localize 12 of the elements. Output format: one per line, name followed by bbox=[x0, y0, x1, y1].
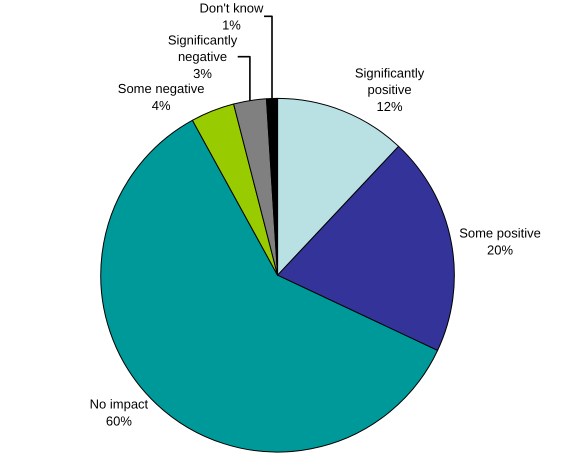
slice-label: Some negative bbox=[118, 81, 204, 96]
slice-label: No impact bbox=[90, 396, 149, 412]
slice-label: Some positive bbox=[459, 226, 541, 241]
data-label: 60% bbox=[106, 414, 132, 429]
slice-label: Significantly negative bbox=[168, 32, 238, 64]
data-label: 3% bbox=[193, 66, 212, 82]
slice-label: Significantly positive bbox=[354, 65, 425, 98]
data-label: 12% bbox=[376, 99, 403, 114]
data-label: 4% bbox=[152, 98, 171, 113]
slice-label: Don't know bbox=[200, 0, 264, 16]
data-label: 1% bbox=[222, 17, 242, 32]
data-label: 20% bbox=[487, 242, 514, 258]
